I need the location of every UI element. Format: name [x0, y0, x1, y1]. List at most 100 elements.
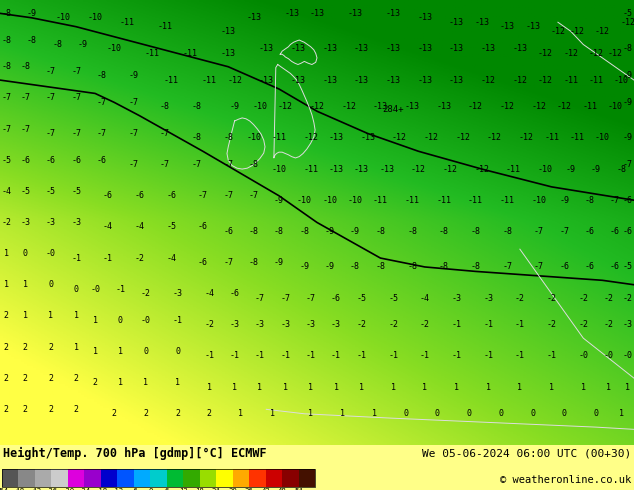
- Text: 1: 1: [23, 311, 28, 320]
- Text: -12: -12: [563, 49, 578, 58]
- Text: 2: 2: [112, 409, 117, 418]
- Text: 2: 2: [4, 405, 9, 414]
- Text: -10: -10: [297, 196, 312, 205]
- Text: 0: 0: [435, 409, 440, 418]
- Text: -4: -4: [1, 187, 11, 196]
- Text: -11: -11: [164, 75, 179, 85]
- Text: -9: -9: [623, 133, 633, 143]
- Text: -5: -5: [623, 9, 633, 18]
- Text: 1: 1: [625, 383, 630, 392]
- Text: 2: 2: [93, 378, 98, 387]
- Text: -12: -12: [588, 49, 604, 58]
- Text: -9: -9: [274, 258, 284, 267]
- Text: -6: -6: [198, 258, 208, 267]
- Text: 1: 1: [619, 409, 624, 418]
- Text: 1: 1: [359, 383, 364, 392]
- Text: -5: -5: [388, 294, 398, 303]
- Text: -10: -10: [595, 133, 610, 143]
- Text: -7: -7: [559, 227, 569, 236]
- Text: -8: -8: [223, 133, 233, 143]
- Text: -2: -2: [515, 294, 525, 303]
- Text: -12: -12: [538, 49, 553, 58]
- Text: -12: -12: [455, 133, 470, 143]
- Text: 1: 1: [283, 383, 288, 392]
- Text: -3: -3: [46, 218, 56, 227]
- Text: -10: -10: [538, 165, 553, 173]
- Text: -1: -1: [388, 351, 398, 361]
- Text: -9: -9: [128, 71, 138, 80]
- Text: -1: -1: [356, 351, 366, 361]
- Text: -9: -9: [591, 165, 601, 173]
- Bar: [51, 469, 68, 487]
- Text: -12: -12: [607, 49, 623, 58]
- Text: 1: 1: [118, 347, 123, 356]
- Text: -1: -1: [115, 285, 126, 294]
- Text: -7: -7: [46, 94, 56, 102]
- Text: 2: 2: [48, 374, 53, 383]
- Text: 2: 2: [23, 405, 28, 414]
- Text: We 05-06-2024 06:00 UTC (00+30): We 05-06-2024 06:00 UTC (00+30): [422, 449, 631, 459]
- Text: -7: -7: [160, 160, 170, 169]
- Text: -11: -11: [119, 18, 134, 27]
- Text: -10: -10: [107, 45, 122, 53]
- Bar: [101, 469, 117, 487]
- Text: -0: -0: [578, 351, 588, 361]
- Text: -13: -13: [354, 165, 369, 173]
- Text: 18: 18: [195, 488, 204, 490]
- Text: -9: -9: [566, 165, 576, 173]
- Text: -5: -5: [20, 187, 30, 196]
- Text: -13: -13: [221, 26, 236, 36]
- Text: -11: -11: [569, 133, 585, 143]
- Bar: [150, 469, 167, 487]
- Text: -4: -4: [103, 222, 113, 231]
- Text: 1: 1: [372, 409, 377, 418]
- Text: 1: 1: [143, 378, 148, 387]
- Text: 1: 1: [238, 409, 243, 418]
- Text: -7: -7: [534, 263, 544, 271]
- Text: -8: -8: [52, 40, 62, 49]
- Text: -9: -9: [274, 196, 284, 205]
- Bar: [299, 469, 315, 487]
- Text: -13: -13: [347, 9, 363, 18]
- Text: -7: -7: [71, 67, 81, 75]
- Bar: [183, 469, 200, 487]
- Text: -1: -1: [451, 320, 462, 329]
- Text: 12: 12: [179, 488, 188, 490]
- Text: -6: -6: [610, 263, 620, 271]
- Text: -6: -6: [134, 191, 145, 200]
- Text: -12: -12: [341, 102, 356, 111]
- Text: -13: -13: [385, 9, 401, 18]
- Text: -10: -10: [614, 75, 629, 85]
- Text: -11: -11: [271, 133, 287, 143]
- Text: 6: 6: [165, 488, 169, 490]
- Text: -13: -13: [284, 9, 299, 18]
- Text: 2: 2: [74, 374, 79, 383]
- Text: -2: -2: [547, 320, 557, 329]
- Text: -6: -6: [96, 156, 107, 165]
- Text: 1: 1: [93, 347, 98, 356]
- Text: -24: -24: [78, 488, 91, 490]
- Text: -10: -10: [87, 13, 103, 23]
- Text: -6: -6: [46, 156, 56, 165]
- Text: -7: -7: [128, 129, 138, 138]
- Text: -10: -10: [607, 102, 623, 111]
- Text: -4: -4: [166, 253, 176, 263]
- Text: -12: -12: [620, 18, 634, 27]
- Text: 2: 2: [23, 343, 28, 351]
- Text: -11: -11: [157, 22, 172, 31]
- Text: 1: 1: [175, 378, 180, 387]
- Text: -11: -11: [404, 196, 420, 205]
- Text: 42: 42: [261, 488, 270, 490]
- Text: -5: -5: [623, 263, 633, 271]
- Text: -12: -12: [557, 102, 572, 111]
- Text: -7: -7: [46, 129, 56, 138]
- Text: -11: -11: [468, 196, 483, 205]
- Text: -10: -10: [271, 165, 287, 173]
- Text: -7: -7: [610, 196, 620, 205]
- Text: 0: 0: [74, 285, 79, 294]
- Text: -12: -12: [474, 165, 489, 173]
- Text: -12: -12: [468, 102, 483, 111]
- Text: -11: -11: [303, 165, 318, 173]
- Text: -7: -7: [255, 294, 265, 303]
- Text: -0: -0: [141, 316, 151, 325]
